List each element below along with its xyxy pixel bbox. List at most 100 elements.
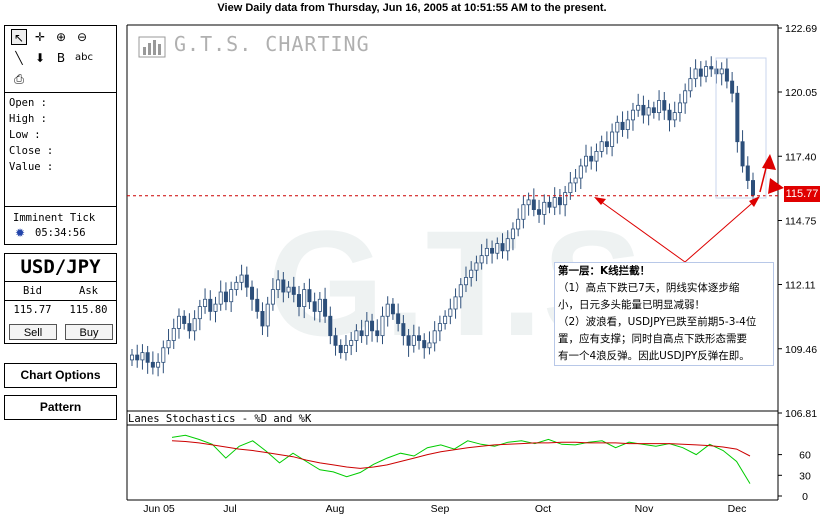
y-tick-label: 112.11 — [785, 280, 816, 292]
candle-body — [328, 315, 333, 337]
stoch-y-tick-label: 0 — [802, 491, 808, 503]
chart-header-title: View Daily data from Thursday, Jun 16, 2… — [217, 2, 607, 14]
crosshair-tool[interactable]: ✛ — [34, 30, 46, 44]
candle-body — [338, 344, 343, 354]
candle-body — [563, 192, 568, 206]
candle-body — [176, 315, 181, 329]
candle-body — [547, 201, 552, 208]
x-tick-label: Aug — [326, 503, 345, 515]
candle-body — [354, 330, 359, 341]
candle-body — [458, 284, 463, 298]
candle-body — [213, 303, 218, 312]
candle-body — [615, 121, 620, 133]
candle-body — [427, 342, 432, 349]
candle-body — [599, 141, 604, 152]
imminent-tick-label: Imminent Tick — [13, 212, 96, 224]
pointer-tool[interactable]: ↖ — [11, 29, 27, 45]
open-label: Open : — [9, 97, 47, 109]
candle-body — [317, 298, 322, 312]
print-tool[interactable]: ⎙ — [14, 72, 24, 86]
candle-body — [594, 151, 599, 162]
annotation-arrow-line — [684, 197, 759, 263]
candle-body — [557, 197, 562, 206]
x-tick-label: Jun 05 — [143, 503, 175, 515]
pattern-button[interactable]: Pattern — [4, 395, 117, 420]
candle-body — [636, 104, 641, 111]
candle-body — [401, 323, 406, 337]
candle-body — [302, 289, 307, 307]
candle-body — [724, 68, 729, 82]
chart-options-button[interactable]: Chart Options — [4, 363, 117, 388]
candle-body — [129, 354, 134, 361]
sell-button[interactable]: Sell — [9, 324, 57, 340]
candle-body — [620, 121, 625, 130]
candle-body — [192, 318, 197, 332]
candle-body — [265, 303, 270, 327]
high-label: High : — [9, 113, 47, 125]
candle-body — [704, 66, 709, 77]
candle-body — [625, 119, 630, 130]
low-label: Low : — [9, 129, 41, 141]
stoch-y-tick-label: 30 — [799, 470, 811, 482]
candle-body — [510, 228, 515, 240]
candle-body — [218, 291, 223, 305]
candle-body — [667, 109, 672, 121]
candle-body — [161, 347, 166, 363]
y-tick-label: 114.75 — [785, 216, 816, 228]
candle-body — [307, 289, 312, 303]
candle-body — [229, 289, 234, 303]
divider — [5, 300, 116, 301]
close-label: Close : — [9, 145, 54, 157]
y-tick-label: 106.81 — [785, 408, 817, 420]
candle-body — [333, 335, 338, 346]
annotation-line: 小，日元多头能量已明显减弱！ — [558, 299, 705, 311]
sun-icon: ✹ — [15, 226, 26, 240]
buy-button[interactable]: Buy — [65, 324, 113, 340]
candle-body — [432, 330, 437, 344]
candle-body — [312, 301, 317, 312]
candle-body — [568, 182, 573, 194]
candle-body — [479, 255, 484, 264]
current-price-badge: 115.77 — [784, 186, 820, 202]
candle-body — [484, 247, 489, 257]
text-box-tool[interactable]: B — [56, 51, 66, 65]
candle-body — [474, 262, 479, 271]
bid-value: 115.77 — [13, 304, 52, 316]
candle-body — [370, 320, 375, 332]
zoom-out-tool[interactable]: ⊖ — [76, 30, 88, 44]
candle-body — [641, 104, 646, 116]
candle-body — [495, 243, 500, 254]
candle-body — [646, 107, 651, 116]
y-tick-label: 117.40 — [785, 151, 816, 163]
candle-body — [203, 298, 208, 307]
candle-body — [719, 68, 724, 75]
text-tool[interactable]: abc — [75, 52, 93, 63]
candle-body — [688, 78, 693, 92]
line-tool[interactable]: ╲ — [15, 51, 23, 65]
candle-body — [156, 361, 161, 368]
candle-body — [584, 155, 589, 167]
candle-body — [745, 165, 750, 181]
candle-body — [630, 109, 635, 121]
divider — [5, 206, 116, 207]
candle-body — [500, 243, 505, 252]
x-tick-label: Jul — [223, 503, 236, 515]
value-label: Value : — [9, 161, 54, 173]
annotation-line: （2）波浪看，USDJPY已跌至前期5-3-4位 — [558, 316, 757, 328]
arrow-down-tool[interactable]: ⬇ — [34, 51, 46, 65]
candle-body — [359, 330, 364, 337]
candle-body — [343, 344, 348, 354]
candle-body — [683, 90, 688, 104]
candle-body — [751, 180, 756, 196]
candle-body — [735, 92, 740, 143]
candle-body — [255, 298, 260, 312]
candle-body — [443, 315, 448, 324]
candle-body — [182, 315, 187, 324]
zoom-in-tool[interactable]: ⊕ — [55, 30, 67, 44]
candle-body — [349, 340, 354, 346]
candle-body — [552, 197, 557, 208]
candle-body — [380, 315, 385, 337]
candle-body — [145, 352, 150, 363]
candle-body — [573, 177, 578, 184]
